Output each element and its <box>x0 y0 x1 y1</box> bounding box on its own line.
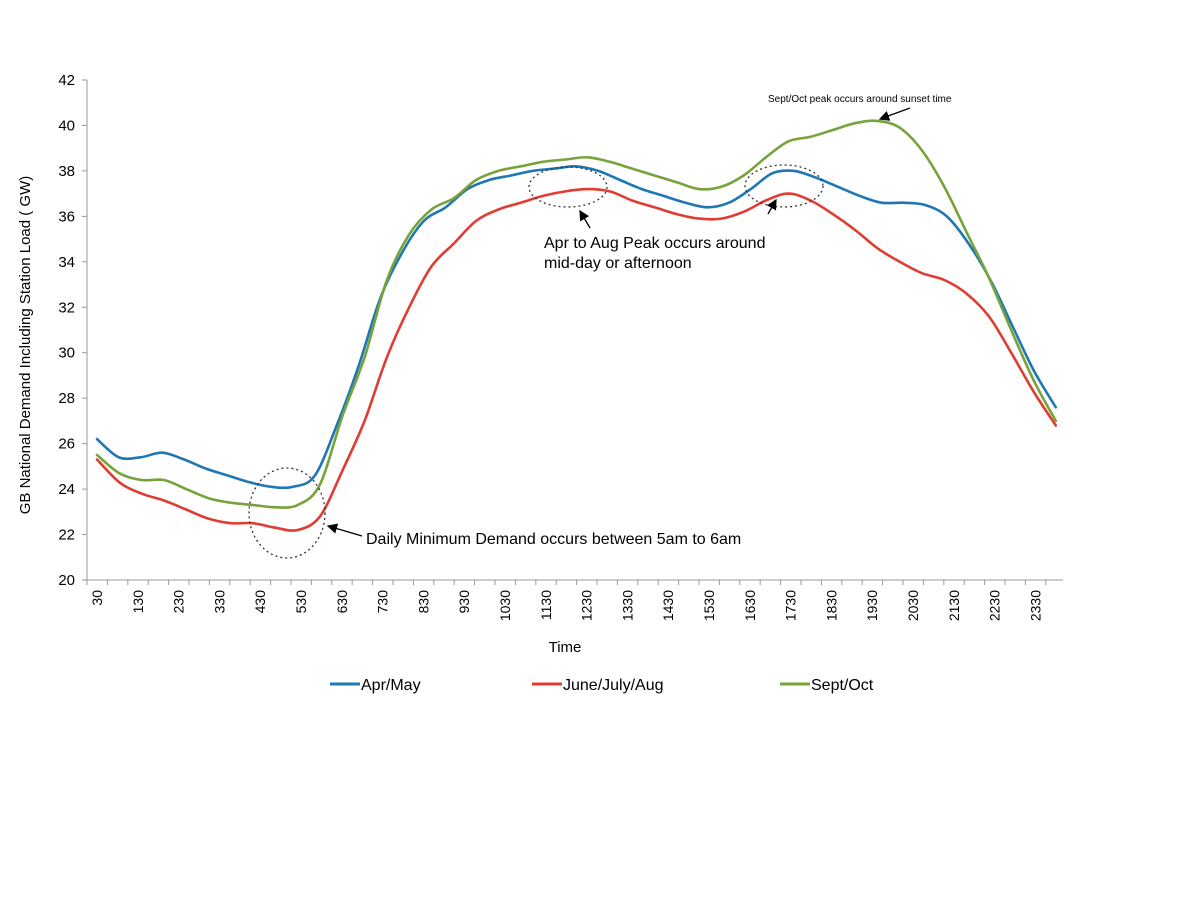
x-tick-label: 1330 <box>619 590 635 621</box>
minimum-highlight-ellipse <box>248 467 326 559</box>
annotation-apr-aug-peak-line2: mid-day or afternoon <box>544 255 692 272</box>
y-tick-label: 40 <box>58 117 75 134</box>
x-tick-label: 930 <box>456 590 472 614</box>
afternoon-peak-arrow <box>766 198 777 215</box>
y-tick-label: 42 <box>58 72 75 89</box>
x-tick-label: 2030 <box>905 590 921 621</box>
x-tick-label: 730 <box>375 590 391 614</box>
x-tick-label: 2230 <box>987 590 1003 621</box>
x-axis-label: Time <box>549 639 582 656</box>
x-tick-label: 1830 <box>823 590 839 621</box>
x-tick-label: 530 <box>293 590 309 614</box>
x-tick-label: 1230 <box>579 590 595 621</box>
x-tick-label: 1130 <box>538 590 554 620</box>
y-axis-label: GB National Demand Including Station Loa… <box>17 176 34 515</box>
x-tick-label: 1730 <box>783 590 799 621</box>
minimum-demand-arrow <box>326 523 363 537</box>
x-tick-label: 830 <box>415 590 431 614</box>
x-tick-label: 1030 <box>497 590 513 621</box>
y-tick-label: 38 <box>58 163 75 180</box>
x-tick-label: 1630 <box>742 590 758 621</box>
y-tick-label: 30 <box>58 345 75 362</box>
x-tick-label: 130 <box>130 590 146 614</box>
y-tick-label: 32 <box>58 299 75 316</box>
series-group <box>95 119 1058 532</box>
x-tick-label: 1430 <box>660 590 676 621</box>
y-tick-label: 22 <box>58 527 75 544</box>
series-line-2 <box>95 187 1058 532</box>
x-tick-label: 230 <box>171 590 187 614</box>
series-line-1 <box>95 165 1058 490</box>
x-tick-label: 30 <box>89 590 105 606</box>
series-line-3 <box>95 119 1058 509</box>
y-tick-label: 26 <box>58 436 75 453</box>
legend-label-3: Sept/Oct <box>811 677 874 694</box>
y-tick-label: 36 <box>58 208 75 225</box>
x-tick-label: 330 <box>211 590 227 614</box>
legend: Apr/May June/July/Aug Sept/Oct <box>330 677 874 694</box>
legend-label-1: Apr/May <box>361 677 421 694</box>
sunset-peak-arrow <box>878 107 911 121</box>
x-tick-label: 1530 <box>701 590 717 621</box>
x-axis: 30 130 230 330 430 530 630 730 830 930 1030 1130 123… <box>86 579 1063 621</box>
y-tick-label: 24 <box>58 481 75 498</box>
x-tick-label: 630 <box>334 590 350 614</box>
y-tick-label: 34 <box>58 254 75 271</box>
annotation-sunset-peak: Sept/Oct peak occurs around sunset time <box>768 94 952 105</box>
x-tick-label: 1930 <box>864 590 880 621</box>
y-axis: 20 22 24 26 28 30 32 34 36 38 40 42 <box>58 72 88 589</box>
annotation-minimum-demand: Daily Minimum Demand occurs between 5am … <box>366 531 741 548</box>
x-tick-label: 430 <box>252 590 268 614</box>
x-tick-label: 2130 <box>946 590 962 621</box>
y-tick-label: 28 <box>58 390 75 407</box>
y-tick-label: 20 <box>58 572 75 589</box>
midday-peak-arrow <box>579 209 591 229</box>
legend-label-2: June/July/Aug <box>563 677 664 694</box>
x-tick-label: 2330 <box>1027 590 1043 621</box>
midday-peak-highlight-ellipse <box>528 166 608 208</box>
annotation-apr-aug-peak-line1: Apr to Aug Peak occurs around <box>544 235 765 252</box>
afternoon-peak-highlight-ellipse <box>744 164 824 208</box>
